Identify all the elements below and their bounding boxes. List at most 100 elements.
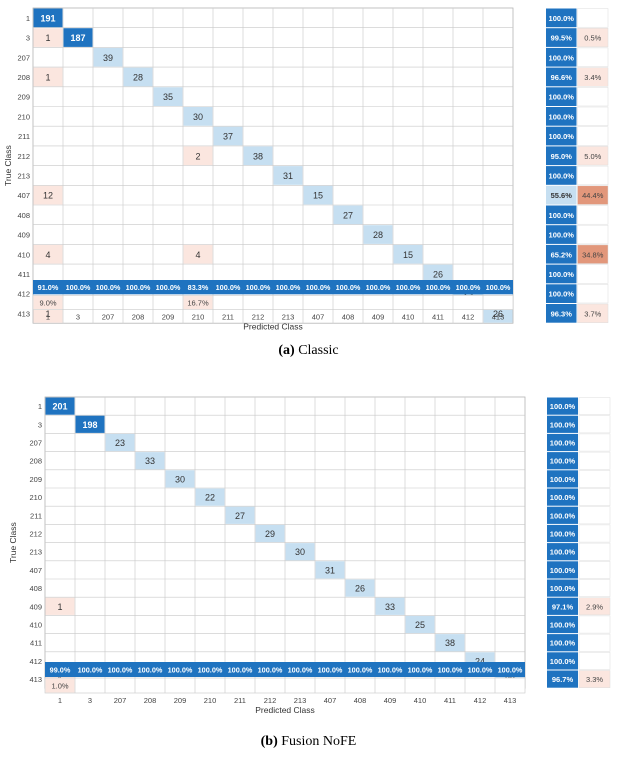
cm2-ytick-label: 213: [29, 548, 42, 557]
cm2-cell-value: 30: [295, 547, 305, 557]
cm1-col-summary-label: 100.0%: [66, 283, 91, 292]
cm1-col-summary-label: 100.0%: [216, 283, 241, 292]
cm1-row-summary-correct: [546, 244, 577, 264]
cm1-cell-value: 38: [253, 151, 263, 161]
cm2-row-summary-correct: [547, 634, 578, 652]
cm1-col-summary-correct: [243, 280, 273, 295]
cm1-ytick-label: 408: [17, 211, 30, 220]
cm1-col-summary-correct: [483, 280, 513, 295]
cm1-row-summary-error: [577, 146, 609, 166]
cm2-row-summary-error: [578, 524, 611, 543]
cm1-row-summary-label: 100.0%: [549, 171, 575, 180]
cm1-cell-value: 12: [43, 191, 53, 201]
cm2-cell-diagonal: [135, 452, 165, 470]
cm2-row-summary-error: [578, 542, 611, 561]
cm2-ytick-label: 3: [38, 420, 42, 429]
cm2-ytick-label: 208: [29, 457, 42, 466]
caption-b-text: Fusion NoFE: [281, 734, 357, 749]
cm1-xtick-label: 209: [162, 313, 175, 322]
cm1-row-summary-label: 100.0%: [549, 93, 575, 102]
cm2-row-summary-error: [578, 415, 611, 434]
cm1-row-summary-correct: [546, 185, 577, 205]
cm2-cell-value: 31: [325, 565, 335, 575]
cm1-row-summary-label: 65.2%: [551, 250, 573, 259]
cm1-row-summary-error: [577, 165, 609, 186]
cm2-col-summary-label: 100.0%: [348, 666, 373, 675]
cm1-cell-value: 15: [403, 250, 413, 260]
cm1-col-summary-correct: [393, 280, 423, 295]
cm2-col-summary-correct: [105, 662, 135, 677]
cm2-col-summary-correct: [375, 662, 405, 677]
cm1-row-summary-label: 100.0%: [549, 270, 575, 279]
cm1-col-summary-label: 100.0%: [156, 283, 181, 292]
cm1-cell-diagonal: [303, 185, 333, 205]
cm2-row-summary-label: 100.0%: [550, 457, 576, 466]
cm1-row-summary-label: 96.3%: [551, 309, 573, 318]
cm1-row-summary-error: [577, 185, 609, 205]
cm2-row-summary-correct: [547, 524, 578, 543]
cm1-xtick-label: 411: [432, 313, 444, 322]
cm1-ytick-label: 410: [17, 250, 30, 259]
cm1-row-summary-error: [577, 126, 609, 146]
cm2-col-summary-error: [45, 678, 75, 693]
cm2-ytick-label: 209: [29, 475, 42, 484]
cm2-row-summary-error: [578, 488, 611, 506]
cm2-row-summary-label: 2.9%: [586, 602, 603, 611]
cm2-cell-diagonal: [225, 506, 255, 524]
cm1-xlabel: Predicted Class: [243, 322, 303, 332]
cm1-col-summary-label: 9.0%: [39, 298, 56, 307]
cm1-cell-value: 26: [433, 269, 443, 279]
cm2-row-summary-correct: [547, 506, 578, 524]
cm1-row-summary-correct: [546, 8, 577, 28]
cm1-row-summary-correct: [546, 126, 577, 146]
cm1-cell-diagonal: [63, 28, 93, 47]
cm2-cell-diagonal: [105, 433, 135, 452]
cm1-row-summary-error: [577, 244, 609, 264]
cm1-cell-diagonal: [273, 166, 303, 185]
cm1-xtick-label: 211: [222, 313, 234, 322]
cm1-row-summary-correct: [546, 225, 577, 244]
cm2-col-summary-correct: [225, 662, 255, 677]
cm1-row-summary-error: [577, 224, 609, 245]
cm2-cell-diagonal: [165, 470, 195, 488]
cm1-cell-error: [183, 244, 213, 264]
cm2-col-summary-label: 100.0%: [288, 666, 313, 675]
cm2-col-summary-correct: [495, 662, 525, 677]
cm1-col-summary-correct: [93, 280, 123, 295]
cm2-cell-value: 24: [475, 656, 485, 666]
caption-a-text: Classic: [298, 343, 339, 358]
cm2-cell-value: 29: [265, 529, 275, 539]
cm2-xtick-label: 209: [174, 696, 187, 705]
cm2-col-summary-correct: [75, 662, 105, 677]
cm2-row-summary-error: [578, 561, 611, 579]
cm1-row-summary-label: 95.0%: [551, 152, 573, 161]
cm2-row-summary-error: [578, 597, 611, 616]
cm2-row-summary-error: [578, 615, 611, 634]
cm1-col-summary-label: 100.0%: [276, 283, 301, 292]
cm1-cell-value: 1: [45, 72, 50, 82]
cm2-col-summary-correct: [465, 662, 495, 677]
cm1-col-summary-label: 100.0%: [486, 283, 511, 292]
cm2-row-summary-label: 100.0%: [550, 548, 576, 557]
caption-a-tag: (a): [278, 343, 295, 358]
cm1-row-summary-error: [577, 8, 609, 28]
cm1-cell-diagonal: [243, 146, 273, 166]
cm1-xtick-label: 210: [192, 313, 205, 322]
cm1-row-summary-correct: [546, 87, 577, 106]
cm2-row-summary-correct: [547, 452, 578, 470]
cm2-cell-value: 198: [82, 420, 97, 430]
cm1-col-summary-label: 100.0%: [396, 283, 421, 292]
cm2-xtick-label: 409: [384, 696, 397, 705]
cm2-row-summary-correct: [547, 652, 578, 670]
cm1-cell-diagonal: [153, 87, 183, 106]
cm1-row-summary-label: 100.0%: [549, 211, 575, 220]
cm2-col-summary-correct: [405, 662, 435, 677]
cm1-xtick-label: 3: [76, 313, 80, 322]
cm2-col-summary-label: 100.0%: [78, 666, 103, 675]
cm2-xtick-label: 412: [474, 696, 487, 705]
cm2-row-summary-label: 100.0%: [550, 584, 576, 593]
cm1-col-summary-correct: [123, 280, 153, 295]
cm2-col-summary-label: 100.0%: [198, 666, 223, 675]
cm1-ytick-label: 207: [17, 53, 30, 62]
